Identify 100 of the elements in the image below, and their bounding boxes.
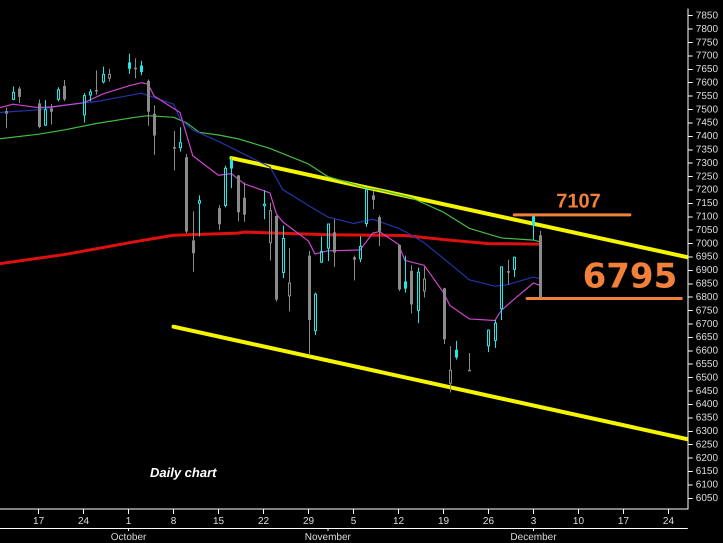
x-tick-label: 15 — [212, 516, 225, 527]
x-tick-label: 8 — [170, 516, 177, 527]
x-tick-label: 10 — [572, 516, 584, 527]
candlestick — [243, 182, 246, 222]
y-tick-label: 6550 — [696, 358, 718, 370]
candlestick — [108, 68, 111, 82]
candlestick — [327, 224, 330, 262]
y-tick-label: 7250 — [696, 171, 718, 182]
candlestick — [89, 88, 92, 102]
y-tick-label: 7600 — [696, 77, 718, 88]
y-tick-label: 6500 — [696, 372, 718, 384]
y-tick-label: 7300 — [696, 158, 718, 169]
y-tick-label: 7450 — [696, 118, 718, 129]
candlestick — [83, 92, 86, 124]
candlestick — [494, 319, 497, 348]
y-tick-label: 6450 — [696, 386, 718, 397]
y-tick-label: 6050 — [696, 493, 718, 504]
y-tick-label: 6700 — [696, 318, 718, 330]
y-tick-label: 7800 — [696, 24, 718, 35]
candlestick — [507, 259, 510, 286]
y-tick-label: 7150 — [696, 198, 718, 210]
candlestick — [198, 194, 201, 237]
x-tick-label: 5 — [350, 516, 357, 527]
candlestick — [468, 352, 471, 372]
y-tick-label: 7850 — [696, 10, 718, 22]
candlestick — [314, 292, 317, 336]
y-tick-label: 6300 — [696, 426, 718, 437]
x-tick-label: 17 — [618, 516, 630, 527]
x-tick-label: 12 — [392, 516, 405, 527]
candlestick — [95, 70, 98, 96]
y-tick-label: 6750 — [696, 305, 718, 316]
y-tick-label: 7400 — [696, 131, 718, 142]
candlestick — [333, 218, 336, 268]
y-tick-label: 6950 — [696, 252, 718, 263]
candlestick — [282, 225, 285, 279]
x-tick-label: 22 — [258, 516, 270, 527]
candlestick — [38, 98, 41, 129]
candlestick — [372, 190, 375, 210]
candlestick — [44, 100, 47, 126]
y-tick-label: 6200 — [696, 452, 718, 464]
candlestick — [128, 53, 131, 74]
y-tick-label: 6150 — [696, 466, 718, 478]
x2-tick-label: December — [510, 532, 558, 543]
candlestick — [500, 266, 503, 320]
x-tick-label: 3 — [530, 516, 537, 527]
y-tick-label: 7200 — [696, 184, 718, 196]
candlestick — [449, 346, 452, 393]
y-tick-label: 6350 — [696, 412, 718, 424]
candlestick — [153, 104, 156, 156]
candlestick — [532, 215, 535, 240]
x-tick-label: 24 — [662, 516, 674, 527]
y-tick-label: 6850 — [696, 278, 718, 290]
x-tick-label: 29 — [302, 516, 315, 527]
y-tick-label: 7550 — [696, 90, 718, 102]
candlestick — [18, 86, 21, 104]
x-tick-label: 17 — [33, 516, 45, 527]
candlestick — [320, 236, 323, 264]
candlestick — [288, 248, 291, 312]
annotation: 7107 — [556, 190, 601, 212]
candlestick — [192, 210, 195, 272]
y-tick-label: 6800 — [696, 292, 718, 303]
candlestick — [230, 156, 233, 189]
y-tick-label: 7100 — [696, 212, 718, 223]
candlestick — [134, 58, 137, 79]
y-tick-label: 6600 — [696, 346, 718, 357]
y-tick-label: 6650 — [696, 332, 718, 344]
candlestick — [5, 107, 8, 129]
y-tick-label: 7500 — [696, 104, 718, 116]
candlestick — [417, 266, 420, 324]
candlestick — [50, 104, 53, 126]
y-tick-label: 7350 — [696, 144, 718, 156]
y-tick-label: 7050 — [696, 224, 718, 236]
y-tick-label: 6250 — [696, 439, 718, 450]
y-tick-label: 6100 — [696, 480, 718, 491]
candlestick — [359, 236, 362, 263]
x2-tick-label: October — [110, 532, 148, 543]
y-tick-label: 7000 — [696, 238, 718, 250]
y-tick-label: 7650 — [696, 64, 718, 76]
candlestick — [455, 340, 458, 360]
candlestick — [140, 60, 143, 76]
annotation: 6795 — [582, 256, 678, 296]
candlestick — [218, 204, 221, 230]
candlestick — [404, 255, 407, 294]
candlestick — [173, 130, 176, 171]
candlestick — [63, 80, 66, 102]
candlestick — [423, 266, 426, 298]
candlestick — [269, 202, 272, 261]
annotation: Daily chart — [150, 465, 218, 480]
candlestick — [378, 214, 381, 246]
y-tick-label: 6900 — [696, 265, 718, 276]
y-tick-label: 6400 — [696, 399, 718, 410]
x-tick-label: 26 — [482, 516, 494, 527]
candlestick — [179, 126, 182, 152]
candlestick — [263, 190, 266, 220]
x2-tick-label: November — [304, 532, 352, 543]
x-tick-label: 19 — [438, 516, 450, 527]
x-tick-label: 24 — [78, 516, 90, 527]
x-tick-label: 1 — [126, 516, 132, 527]
y-tick-label: 7750 — [696, 37, 718, 48]
candlestick — [102, 66, 105, 84]
